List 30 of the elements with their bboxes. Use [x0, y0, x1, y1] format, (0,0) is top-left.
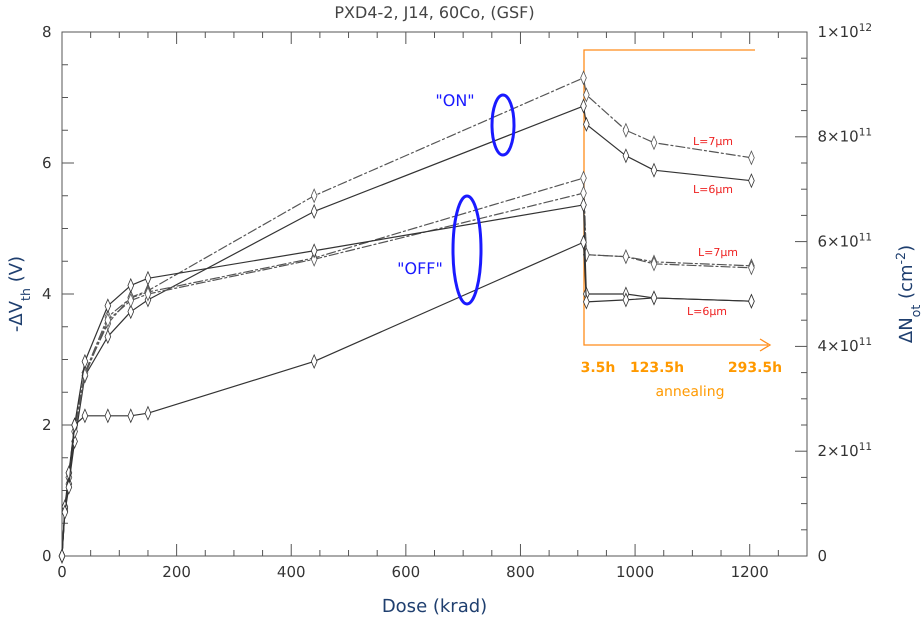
x-tick-label: 0	[57, 563, 67, 581]
x-tick-label: 200	[162, 563, 191, 581]
y-tick-label: 4	[42, 284, 52, 303]
annotation: L=6µm	[692, 183, 734, 196]
x-tick-label: 1200	[730, 563, 769, 581]
y2-tick-label: 6×10$^{11}$	[818, 231, 872, 250]
annotation: "OFF"	[397, 259, 443, 278]
y-tick-label: 2	[42, 416, 52, 434]
annotation: annealing	[655, 384, 725, 400]
y2-tick-label: 8×10$^{11}$	[818, 126, 872, 146]
annotation: L=7µm	[698, 246, 738, 260]
annotation: 293.5h	[728, 360, 782, 376]
x-tick-label: 800	[506, 563, 535, 581]
y-tick-label: 0	[42, 546, 52, 565]
annotation: "ON"	[435, 91, 475, 110]
y2-tick-label: 4×10$^{11}$	[818, 336, 872, 356]
y2-tick-label: 1×10$^{12}$	[818, 22, 872, 41]
x-tick-label: 400	[276, 563, 306, 581]
y-tick-label: 6	[42, 154, 52, 172]
x-axis-title: Dose (krad)	[382, 596, 488, 617]
x-tick-label: 600	[392, 563, 420, 581]
annotation: 123.5h	[630, 360, 684, 376]
y2-tick-label: 2×10$^{11}$	[818, 441, 872, 460]
chart-title: PXD4-2, J14, 60Co, (GSF)	[334, 3, 535, 22]
y2-tick-label: 0	[818, 546, 828, 565]
annotation: 3.5h	[580, 360, 616, 376]
x-tick-label: 1000	[616, 563, 654, 581]
annotation: L=7µm	[692, 135, 734, 148]
annotation: L=6µm	[686, 305, 728, 318]
y-tick-label: 8	[42, 22, 52, 41]
